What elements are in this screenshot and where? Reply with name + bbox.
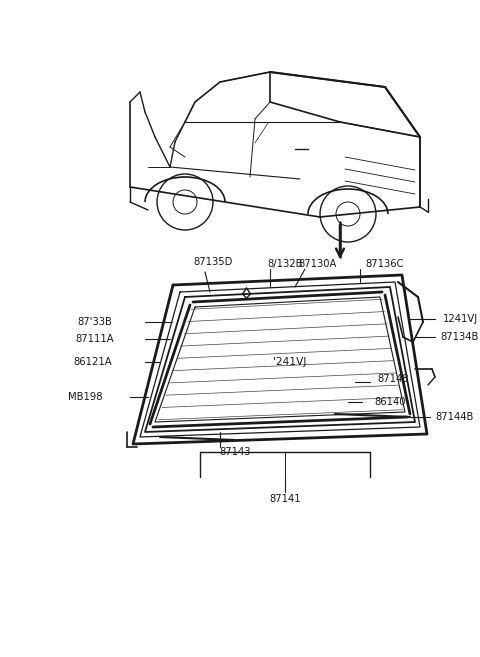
Text: 87135D: 87135D: [193, 257, 233, 267]
Text: 87141: 87141: [269, 494, 301, 504]
Text: 86121A: 86121A: [74, 357, 112, 367]
Text: 87134B: 87134B: [441, 332, 479, 342]
Text: 87130A: 87130A: [299, 259, 337, 269]
Text: 87143: 87143: [219, 447, 251, 457]
Text: 87148: 87148: [377, 374, 409, 384]
Text: 8/132B: 8/132B: [267, 259, 303, 269]
Text: 87136C: 87136C: [366, 259, 404, 269]
Text: 87144B: 87144B: [436, 412, 474, 422]
Text: 1241VJ: 1241VJ: [443, 314, 478, 324]
Text: 86140: 86140: [374, 397, 406, 407]
Text: MB198: MB198: [68, 392, 102, 402]
Text: '241VJ: '241VJ: [273, 357, 307, 367]
Text: 87'33B: 87'33B: [78, 317, 112, 327]
Text: 87111A: 87111A: [76, 334, 114, 344]
